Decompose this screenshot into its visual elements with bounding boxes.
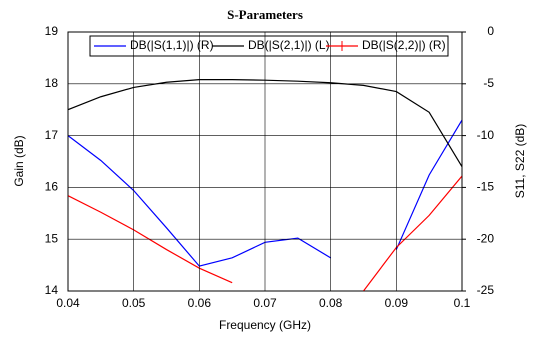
- y-tick-label: 14: [45, 283, 59, 297]
- legend: [89, 35, 449, 57]
- y2-tick-label: 0: [487, 24, 494, 38]
- series-line: [68, 175, 462, 291]
- y2-tick-label: -20: [477, 231, 495, 245]
- y-tick-label: 17: [45, 128, 59, 142]
- x-axis-label: Frequency (GHz): [219, 318, 311, 332]
- x-tick-label: 0.04: [56, 296, 80, 310]
- x-tick-label: 0.06: [188, 296, 212, 310]
- y-axis-label: Gain (dB): [12, 135, 26, 186]
- y-tick-label: 16: [45, 180, 59, 194]
- legend-label: DB(|S(2,1)|) (L): [248, 38, 330, 52]
- x-tick-label: 0.1: [454, 296, 471, 310]
- y2-axis-label: S11, S22 (dB): [513, 124, 527, 198]
- y2-tick-label: -10: [477, 128, 495, 142]
- x-tick-label: 0.07: [253, 296, 277, 310]
- chart-title: S-Parameters: [227, 7, 303, 22]
- legend-label: DB(|S(1,1)|) (R): [130, 38, 214, 52]
- y2-tick-label: -15: [477, 180, 495, 194]
- y2-tick-label: -25: [477, 283, 495, 297]
- y-tick-label: 18: [45, 76, 59, 90]
- y-tick-label: 19: [45, 24, 59, 38]
- y-tick-label: 15: [45, 231, 59, 245]
- x-tick-label: 0.08: [319, 296, 343, 310]
- y2-tick-label: -5: [483, 76, 494, 90]
- x-tick-label: 0.09: [385, 296, 409, 310]
- legend-label: DB(|S(2,2)|) (R): [362, 38, 446, 52]
- x-tick-label: 0.05: [122, 296, 146, 310]
